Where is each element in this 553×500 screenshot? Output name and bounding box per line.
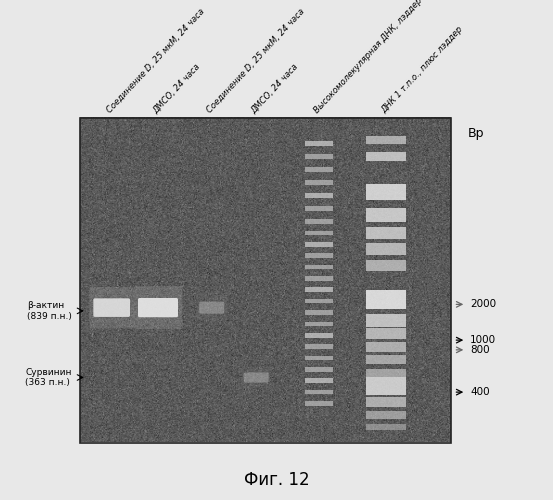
FancyBboxPatch shape xyxy=(196,294,227,320)
Bar xyxy=(366,208,406,222)
Text: Соединение D, 25 мкМ, 24 часа: Соединение D, 25 мкМ, 24 часа xyxy=(205,7,306,115)
Text: Сурвинин
(363 п.н.): Сурвинин (363 п.н.) xyxy=(25,368,72,387)
FancyBboxPatch shape xyxy=(93,298,130,317)
Text: ДМСО, 24 часа: ДМСО, 24 часа xyxy=(249,62,300,115)
Bar xyxy=(366,244,406,255)
Text: Соединение D, 25 мкМ, 24 часа: Соединение D, 25 мкМ, 24 часа xyxy=(105,7,206,115)
Bar xyxy=(305,230,333,235)
Bar xyxy=(305,219,333,224)
FancyBboxPatch shape xyxy=(90,287,134,329)
Bar xyxy=(366,328,406,340)
Bar xyxy=(80,118,451,442)
Bar xyxy=(366,397,406,407)
Text: 800: 800 xyxy=(470,345,489,355)
Bar xyxy=(305,288,333,292)
Bar xyxy=(305,367,333,372)
Bar xyxy=(305,390,333,394)
FancyBboxPatch shape xyxy=(244,372,269,382)
Bar xyxy=(305,322,333,326)
Bar xyxy=(305,378,333,383)
FancyBboxPatch shape xyxy=(134,286,182,329)
FancyBboxPatch shape xyxy=(199,302,224,314)
Bar xyxy=(366,424,406,430)
Bar xyxy=(305,401,333,406)
Bar xyxy=(305,276,333,280)
Bar xyxy=(305,254,333,258)
Bar xyxy=(305,264,333,270)
Text: Bp: Bp xyxy=(467,128,484,140)
Bar xyxy=(366,314,406,327)
Bar xyxy=(305,344,333,349)
Text: ДМСО, 24 часа: ДМСО, 24 часа xyxy=(152,62,202,115)
Bar xyxy=(366,376,406,394)
Text: Фиг. 12: Фиг. 12 xyxy=(244,471,309,489)
Bar xyxy=(305,356,333,360)
Text: 1000: 1000 xyxy=(470,335,496,345)
Text: Высокомолекулярная ДНК, лэддер: Высокомолекулярная ДНК, лэддер xyxy=(312,0,424,115)
Bar xyxy=(366,136,406,144)
Bar xyxy=(305,299,333,304)
Bar xyxy=(366,411,406,419)
Bar xyxy=(305,141,333,146)
Bar xyxy=(366,342,406,351)
Bar xyxy=(305,167,333,172)
Bar xyxy=(305,310,333,315)
Bar xyxy=(366,152,406,162)
Bar xyxy=(366,368,406,376)
Bar xyxy=(366,355,406,364)
Bar xyxy=(305,333,333,338)
Bar xyxy=(366,184,406,200)
Bar xyxy=(305,154,333,159)
Bar xyxy=(366,226,406,239)
Text: 400: 400 xyxy=(470,387,489,397)
Bar xyxy=(305,180,333,185)
Bar xyxy=(366,260,406,270)
Bar xyxy=(305,242,333,246)
Bar xyxy=(305,206,333,211)
Text: 2000: 2000 xyxy=(470,300,496,310)
FancyBboxPatch shape xyxy=(138,298,178,318)
Bar xyxy=(366,290,406,309)
FancyBboxPatch shape xyxy=(241,367,272,388)
Bar xyxy=(305,193,333,198)
Text: ДНК 1 т.п.о., плюс лэддер: ДНК 1 т.п.о., плюс лэддер xyxy=(379,24,465,115)
Text: β-актин
(839 п.н.): β-актин (839 п.н.) xyxy=(27,301,72,320)
